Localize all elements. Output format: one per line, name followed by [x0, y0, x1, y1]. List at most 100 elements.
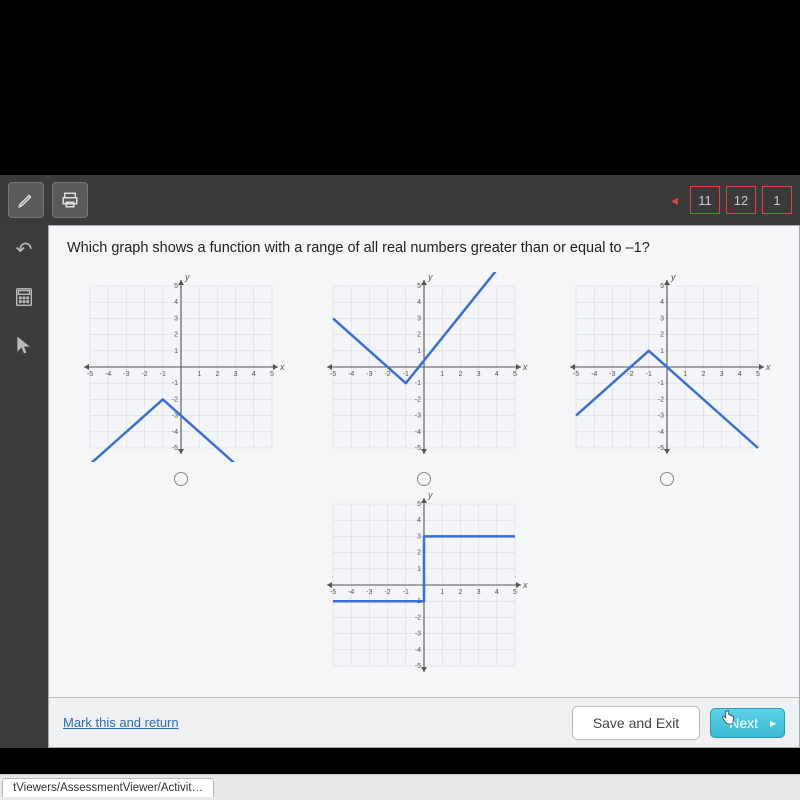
undo-icon[interactable]: ↶ [8, 233, 40, 265]
nav-q12[interactable]: 12 [726, 186, 756, 214]
svg-text:-3: -3 [366, 589, 372, 596]
nav-q13[interactable]: 1 [762, 186, 792, 214]
svg-text:1: 1 [684, 371, 688, 378]
svg-text:-5: -5 [330, 371, 336, 378]
svg-text:-5: -5 [330, 589, 336, 596]
question-nav: ◂ 11 12 1 [665, 186, 792, 214]
svg-text:-5: -5 [415, 663, 421, 670]
assessment-panel: Which graph shows a function with a rang… [48, 225, 800, 748]
svg-text:-4: -4 [105, 371, 111, 378]
svg-text:-5: -5 [658, 445, 664, 452]
radio-option-3[interactable] [660, 472, 674, 486]
svg-text:y: y [427, 272, 433, 282]
svg-text:-1: -1 [658, 380, 664, 387]
svg-text:3: 3 [233, 371, 237, 378]
svg-text:1: 1 [197, 371, 201, 378]
svg-text:5: 5 [513, 589, 517, 596]
svg-text:-5: -5 [415, 445, 421, 452]
svg-text:4: 4 [495, 371, 499, 378]
graphs-row-1: -5-4-3-2-112345-5-4-3-2-112345xy -5-4-3-… [49, 272, 799, 486]
graph-3: -5-4-3-2-112345-5-4-3-2-112345xy [562, 272, 772, 462]
svg-text:3: 3 [720, 371, 724, 378]
option-3: -5-4-3-2-112345-5-4-3-2-112345xy [562, 272, 772, 486]
svg-text:3: 3 [477, 371, 481, 378]
status-tab-text: tViewers/AssessmentViewer/Activit… [2, 778, 214, 797]
svg-text:-1: -1 [403, 589, 409, 596]
next-button-label: Next [729, 715, 758, 731]
nav-q11[interactable]: 11 [690, 186, 720, 214]
svg-text:-3: -3 [610, 371, 616, 378]
svg-text:-2: -2 [141, 371, 147, 378]
radio-option-1[interactable] [174, 472, 188, 486]
svg-text:-4: -4 [658, 429, 664, 436]
svg-text:4: 4 [252, 371, 256, 378]
svg-text:-2: -2 [415, 614, 421, 621]
browser-status-bar: tViewers/AssessmentViewer/Activit… [0, 774, 800, 800]
letterbox-top [0, 0, 800, 175]
svg-text:-2: -2 [658, 396, 664, 403]
print-tool-button[interactable] [52, 182, 88, 218]
svg-text:2: 2 [417, 550, 421, 557]
svg-text:-3: -3 [658, 413, 664, 420]
svg-text:1: 1 [417, 348, 421, 355]
svg-text:3: 3 [417, 315, 421, 322]
svg-text:-3: -3 [123, 371, 129, 378]
svg-text:-5: -5 [171, 445, 177, 452]
svg-text:-4: -4 [415, 429, 421, 436]
svg-text:1: 1 [660, 348, 664, 355]
svg-text:-2: -2 [384, 589, 390, 596]
svg-text:x: x [765, 362, 771, 372]
svg-text:-4: -4 [591, 371, 597, 378]
svg-text:2: 2 [660, 332, 664, 339]
svg-text:2: 2 [417, 332, 421, 339]
svg-text:-1: -1 [415, 380, 421, 387]
svg-text:5: 5 [756, 371, 760, 378]
svg-text:y: y [184, 272, 190, 282]
svg-text:5: 5 [417, 501, 421, 508]
graphs-row-2: -5-4-3-2-112345-5-4-3-2-112345xy [49, 490, 799, 680]
svg-text:-4: -4 [348, 589, 354, 596]
svg-text:2: 2 [458, 589, 462, 596]
svg-text:-2: -2 [171, 396, 177, 403]
svg-text:-5: -5 [573, 371, 579, 378]
question-text: Which graph shows a function with a rang… [49, 226, 799, 266]
svg-text:-2: -2 [384, 371, 390, 378]
svg-text:4: 4 [174, 299, 178, 306]
svg-text:-5: -5 [87, 371, 93, 378]
svg-text:-1: -1 [403, 371, 409, 378]
nav-prev-arrow[interactable]: ◂ [665, 192, 684, 209]
next-button[interactable]: Next [710, 708, 785, 738]
pencil-tool-button[interactable] [8, 182, 44, 218]
svg-text:4: 4 [738, 371, 742, 378]
svg-text:3: 3 [417, 533, 421, 540]
svg-text:-1: -1 [159, 371, 165, 378]
pointer-icon[interactable] [8, 329, 40, 361]
svg-text:1: 1 [440, 371, 444, 378]
graph-1: -5-4-3-2-112345-5-4-3-2-112345xy [76, 272, 286, 462]
svg-text:4: 4 [495, 589, 499, 596]
option-1: -5-4-3-2-112345-5-4-3-2-112345xy [76, 272, 286, 486]
graph-4: -5-4-3-2-112345-5-4-3-2-112345xy [319, 490, 529, 680]
svg-text:-3: -3 [366, 371, 372, 378]
svg-text:x: x [522, 362, 528, 372]
svg-text:-2: -2 [415, 396, 421, 403]
radio-option-2[interactable] [417, 472, 431, 486]
svg-text:y: y [427, 490, 433, 500]
svg-text:5: 5 [660, 283, 664, 290]
svg-text:-2: -2 [628, 371, 634, 378]
svg-text:-4: -4 [415, 647, 421, 654]
svg-text:3: 3 [477, 589, 481, 596]
svg-text:4: 4 [417, 299, 421, 306]
svg-text:1: 1 [417, 566, 421, 573]
svg-text:1: 1 [174, 348, 178, 355]
svg-text:4: 4 [660, 299, 664, 306]
save-exit-button[interactable]: Save and Exit [572, 706, 700, 740]
svg-text:x: x [279, 362, 285, 372]
svg-text:5: 5 [174, 283, 178, 290]
option-2: -5-4-3-2-112345-5-4-3-2-112345xy [319, 272, 529, 486]
mark-return-link[interactable]: Mark this and return [63, 715, 179, 730]
svg-text:x: x [522, 580, 528, 590]
print-icon [61, 191, 79, 209]
top-toolbar: ◂ 11 12 1 [0, 175, 800, 225]
calculator-icon[interactable] [8, 281, 40, 313]
